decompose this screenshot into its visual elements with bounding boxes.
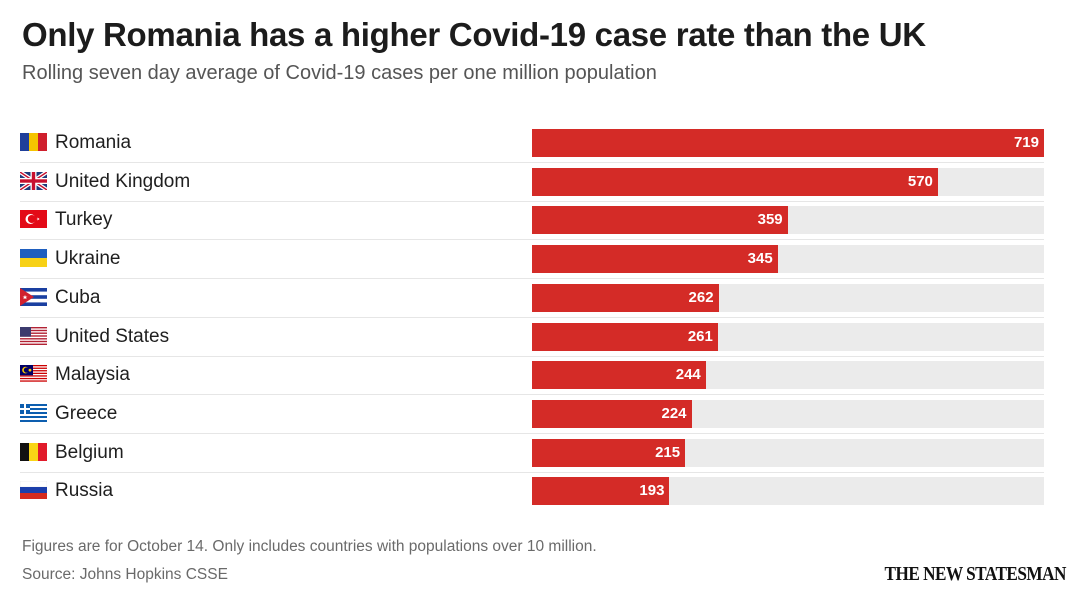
bar <box>532 245 778 274</box>
data-label: 719 <box>1013 134 1039 151</box>
category-label: Belgium <box>55 441 124 463</box>
romania-flag-icon <box>20 133 47 151</box>
table-row: Malaysia 244 <box>20 356 1044 396</box>
category-label: Cuba <box>55 286 101 308</box>
bar-track: 359 <box>532 206 1044 235</box>
data-label: 570 <box>907 172 933 190</box>
row-divider <box>20 316 1044 318</box>
bar-track: 244 <box>532 361 1044 390</box>
table-row: Cuba 262 <box>20 279 1044 318</box>
category-label: United States <box>55 325 170 347</box>
cuba-flag-icon <box>20 287 47 306</box>
category-label: Russia <box>55 480 114 502</box>
category-label: Turkey <box>55 209 113 231</box>
bar <box>532 167 938 196</box>
ukraine-flag-icon <box>20 249 47 268</box>
bar-track: 345 <box>532 245 1044 274</box>
table-row: Turkey 359 <box>20 201 1044 241</box>
bar <box>532 206 788 235</box>
row-divider <box>20 394 1044 396</box>
chart-title: Only Romania has a higher Covid-19 case … <box>22 16 926 53</box>
table-row: Belgium 215 <box>20 434 1044 473</box>
data-label: 244 <box>675 366 701 384</box>
row-divider <box>20 471 1044 473</box>
bar-track: 193 <box>532 477 1044 506</box>
bar-track: 261 <box>532 322 1044 351</box>
bar-track: 215 <box>532 438 1044 467</box>
category-label: Malaysia <box>55 364 130 386</box>
data-label: 262 <box>688 288 714 306</box>
row-divider <box>20 239 1044 241</box>
belgium-flag-icon <box>20 442 47 461</box>
us-flag-icon <box>20 326 47 345</box>
row-divider <box>20 355 1044 357</box>
bar-track: 719 <box>532 129 1044 157</box>
bar <box>532 283 719 312</box>
row-divider <box>20 432 1044 434</box>
row-divider <box>20 278 1044 280</box>
bar-track: 224 <box>532 399 1044 428</box>
bar <box>532 361 706 390</box>
chart-subtitle: Rolling seven day average of Covid-19 ca… <box>22 62 657 84</box>
turkey-flag-icon <box>20 210 47 229</box>
source-note: Source: Johns Hopkins CSSE <box>22 566 228 583</box>
bar-track: 570 <box>532 167 1044 196</box>
category-label: Ukraine <box>55 248 121 270</box>
uk-flag-icon <box>18 170 49 192</box>
table-row: Romania 719 <box>20 124 1044 163</box>
bar <box>532 129 1044 157</box>
footnote: Figures are for October 14. Only include… <box>22 538 597 555</box>
greece-flag-icon <box>20 403 47 422</box>
table-row: United States 261 <box>20 318 1044 357</box>
table-row: United Kingdom 570 <box>18 163 1044 202</box>
category-label: Greece <box>55 402 118 424</box>
category-label: Romania <box>55 132 132 153</box>
table-row: Ukraine 345 <box>20 240 1044 280</box>
bar <box>532 477 670 506</box>
bar-chart: Romania 719 United Kingdom 570 Turkey 359 Ukra… <box>0 124 1080 514</box>
data-label: 359 <box>757 211 783 229</box>
table-row: Russia 193 <box>19 472 1044 511</box>
bar-track: 262 <box>532 283 1044 312</box>
data-label: 215 <box>655 443 681 461</box>
row-divider <box>20 200 1044 202</box>
bar <box>532 399 692 428</box>
malaysia-flag-icon <box>20 365 47 384</box>
row-divider <box>20 162 1044 163</box>
bar <box>532 322 718 351</box>
russia-flag-icon <box>19 481 48 500</box>
table-row: Greece 224 <box>20 395 1044 434</box>
data-label: 345 <box>747 250 773 268</box>
brand-logo: THE NEW STATESMAN <box>884 563 1067 585</box>
data-label: 224 <box>661 404 687 422</box>
bar <box>532 438 686 467</box>
category-label: United Kingdom <box>55 170 191 192</box>
data-label: 261 <box>687 327 713 345</box>
data-label: 193 <box>639 482 665 500</box>
